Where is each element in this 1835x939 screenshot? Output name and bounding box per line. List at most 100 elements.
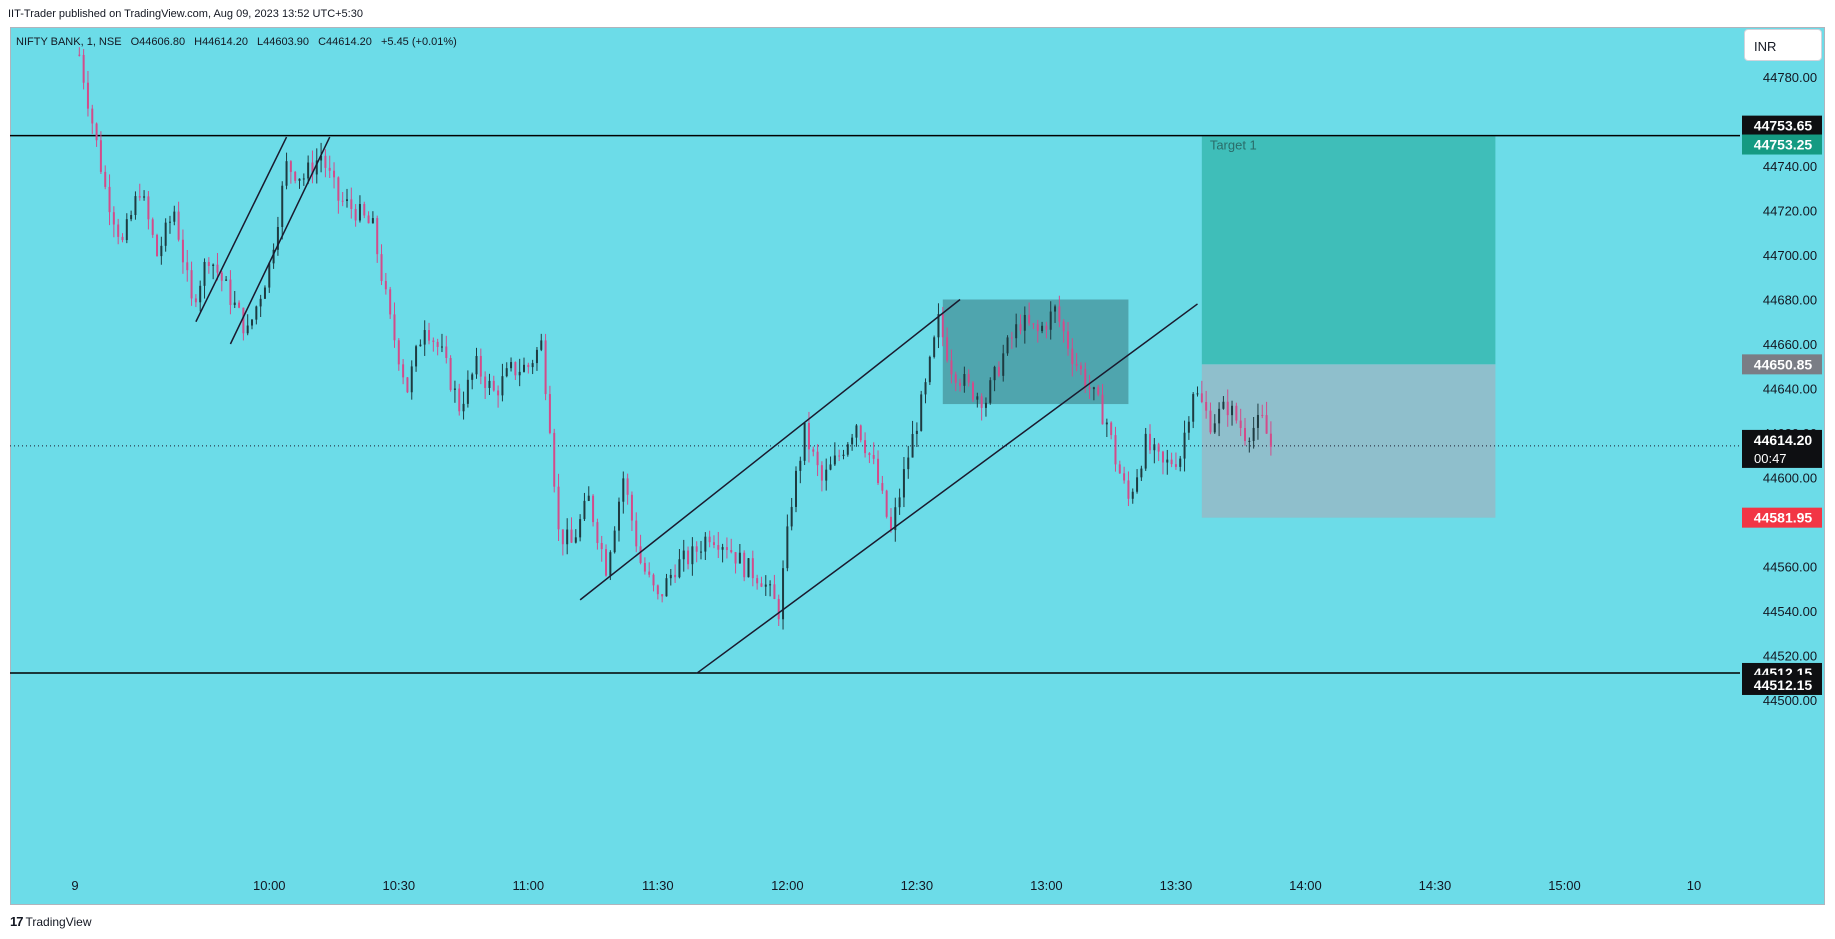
candle: [1088, 374, 1091, 399]
candle: [963, 366, 966, 393]
candle: [1002, 344, 1005, 382]
candle: [238, 300, 241, 309]
candle: [1036, 319, 1039, 343]
candle: [553, 428, 556, 493]
candle: [1041, 321, 1044, 334]
countdown-text: 00:47: [1754, 451, 1787, 466]
candle: [760, 576, 763, 588]
candle: [1028, 302, 1031, 326]
candle: [220, 270, 223, 292]
candle: [1256, 403, 1259, 440]
candle: [756, 574, 759, 590]
price-label: 44614.20 00:47: [1742, 429, 1822, 468]
candle: [704, 532, 707, 561]
candle: [354, 204, 357, 227]
candle: [864, 432, 867, 458]
candle: [557, 473, 560, 542]
candle: [125, 213, 128, 244]
candle: [371, 211, 374, 224]
y-tick-label: 44780.00: [1763, 70, 1817, 85]
candle: [872, 442, 875, 465]
close-value: C44614.20: [318, 36, 372, 48]
candle: [816, 444, 819, 477]
candle: [600, 535, 603, 562]
candle: [712, 535, 715, 549]
candle: [751, 550, 754, 587]
candle: [1161, 450, 1164, 475]
candle: [687, 546, 690, 570]
candle: [156, 233, 159, 257]
candle: [825, 458, 828, 491]
brand-name: TradingView: [25, 914, 92, 929]
currency-button[interactable]: INR: [1744, 29, 1822, 61]
price-label: 44650.85: [1742, 354, 1822, 375]
candle: [130, 210, 133, 222]
x-tick-label: 10:30: [383, 878, 416, 893]
candle: [1140, 465, 1143, 481]
candle: [820, 461, 823, 492]
candle: [428, 322, 431, 345]
candle: [1200, 380, 1203, 404]
candle: [721, 543, 724, 563]
candle: [212, 263, 215, 280]
candle: [160, 236, 163, 265]
candle: [829, 456, 832, 471]
candle: [510, 357, 513, 372]
candle: [358, 195, 361, 223]
candle: [268, 262, 271, 293]
trend-line: [195, 136, 288, 323]
candle: [1196, 386, 1199, 397]
candle: [950, 349, 953, 384]
candle: [764, 575, 767, 596]
candle: [924, 378, 927, 404]
plot-area: Target 1: [10, 47, 1740, 674]
candle: [1231, 400, 1234, 426]
candle: [527, 362, 530, 374]
candle: [786, 514, 789, 572]
candle: [203, 258, 206, 299]
candle: [544, 333, 547, 401]
price-label: 44512.15: [1742, 674, 1822, 695]
symbol-label[interactable]: NIFTY BANK, 1, NSE: [16, 36, 122, 48]
candle: [548, 385, 551, 435]
trend-line: [579, 298, 961, 601]
candle: [717, 531, 720, 559]
candle: [1265, 401, 1268, 434]
candle: [104, 165, 107, 190]
candle: [1243, 417, 1246, 446]
x-tick-label: 12:00: [771, 878, 804, 893]
price-label: 44753.65: [1742, 115, 1822, 136]
candle: [993, 365, 996, 392]
candle: [350, 187, 353, 219]
stop-zone: [1201, 364, 1496, 518]
candle: [1058, 295, 1061, 328]
candle: [328, 155, 331, 179]
candle: [812, 446, 815, 457]
candle: [492, 375, 495, 392]
candle: [915, 422, 918, 448]
open-value: O44606.80: [130, 36, 186, 48]
y-tick-label: 44520.00: [1763, 649, 1817, 664]
candle: [194, 294, 197, 308]
candle: [630, 491, 633, 531]
y-tick-label: 44720.00: [1763, 204, 1817, 219]
candle: [574, 529, 577, 544]
candle: [242, 307, 245, 341]
x-tick-label: 13:30: [1160, 878, 1193, 893]
candle: [259, 294, 262, 317]
candle: [1149, 424, 1152, 454]
candle: [907, 445, 910, 479]
candle: [1092, 386, 1095, 401]
candle: [842, 449, 845, 460]
candle: [1213, 414, 1216, 434]
candle: [233, 290, 236, 309]
candle: [251, 318, 254, 330]
candle: [682, 539, 685, 572]
candle: [181, 229, 184, 274]
price-label: 44753.25: [1742, 134, 1822, 155]
candle: [531, 359, 534, 375]
candle: [643, 557, 646, 575]
candle: [1170, 452, 1173, 468]
candle: [497, 385, 500, 408]
